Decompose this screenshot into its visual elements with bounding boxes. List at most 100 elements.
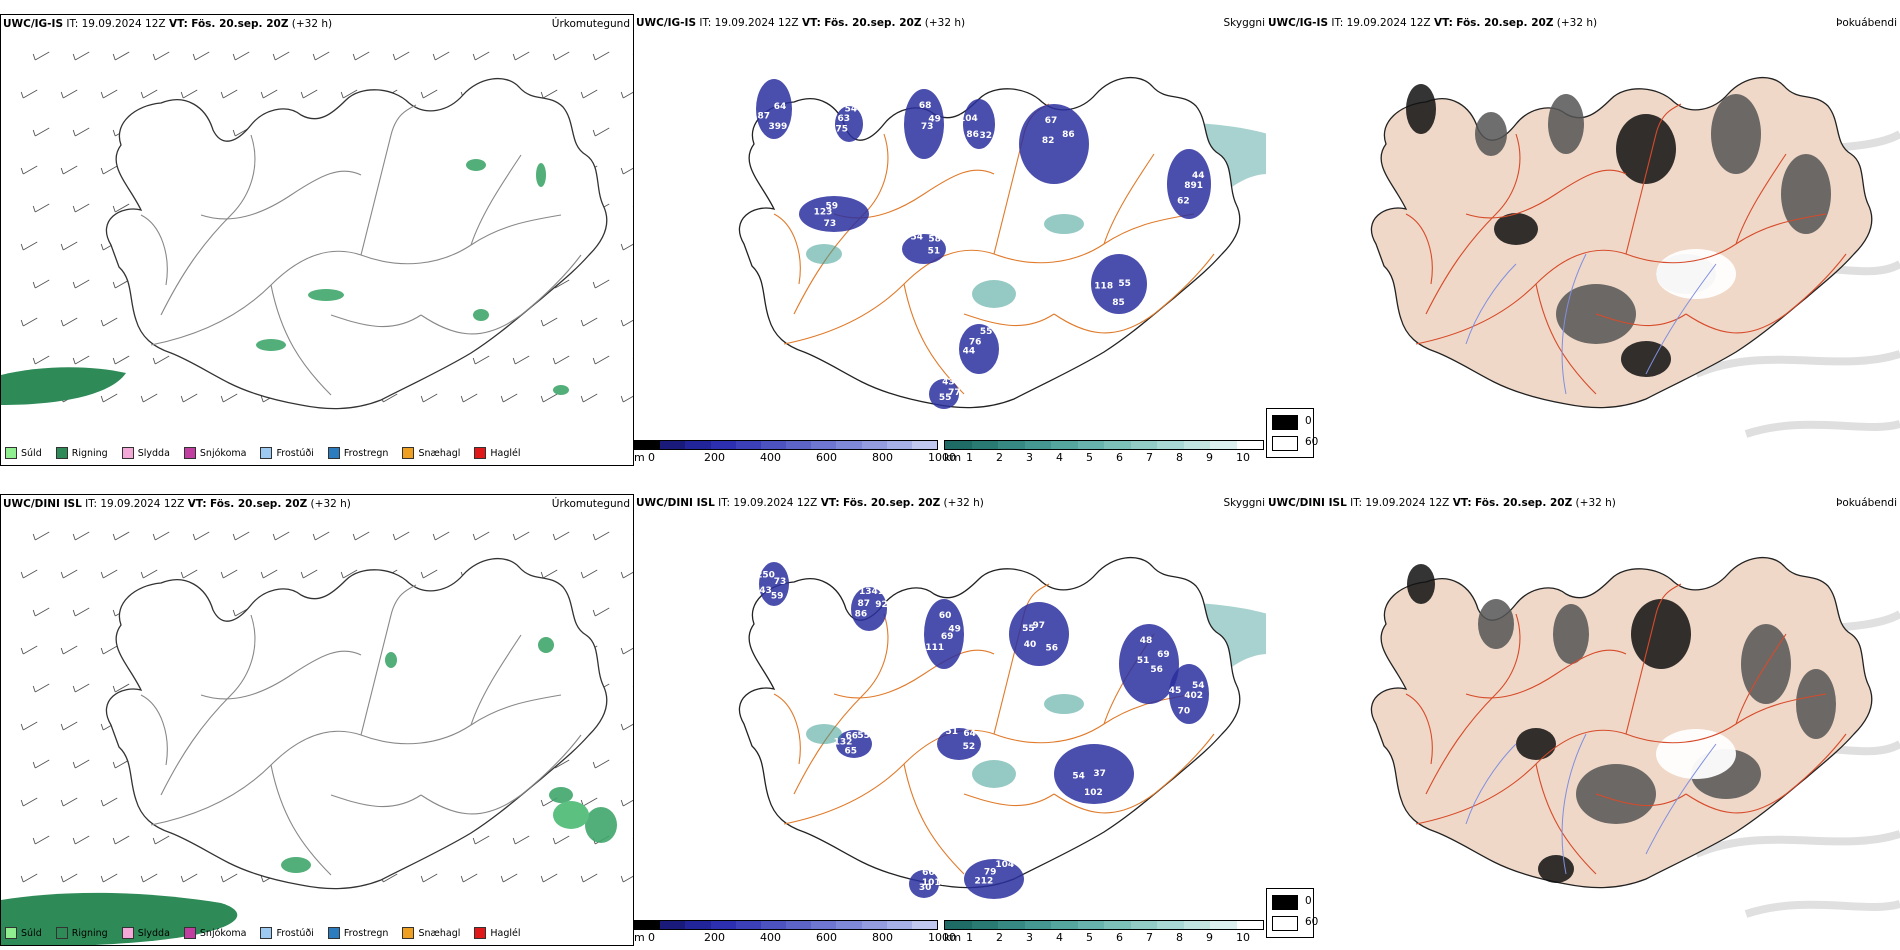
panel-variable-name: Úrkomutegund [551,498,630,510]
wind-barb [312,531,330,541]
wind-barb [60,873,78,883]
wind-barb [580,569,598,579]
wind-barb [32,759,50,769]
wind-barb [300,569,318,579]
wind-barb [592,759,610,769]
wind-barb [32,355,50,365]
cloud-base-tick: 400 [760,931,781,944]
wind-barb [32,607,50,617]
cloud-base-label: 69 [1157,650,1170,660]
precip-legend-swatch [474,447,487,459]
fog-panel-row2: UWC/DINI ISL IT: 19.09.2024 12Z VT: Fös.… [1266,494,1900,946]
wind-barb [220,393,238,403]
river [1561,733,1587,875]
precip-legend-label: Snjókoma [199,927,247,939]
precip-legend-item: Snjókoma [183,447,246,459]
cloud-base-label: 44 [1192,171,1205,181]
wind-barb [580,873,598,883]
fog-wisp [1744,900,1900,918]
rain-area [585,807,617,843]
colorbar-segment [1157,441,1184,449]
precip-legend-swatch [327,447,340,459]
cloud-base-label: 55 [1022,624,1035,634]
fog-legend: 0 60 [1266,408,1318,458]
cloud-base-label: 86 [966,130,979,140]
precip-legend-swatch [474,927,487,939]
cloud-base-label: 250 [756,571,775,581]
cloud-base-tick: 0 [648,931,655,944]
wind-barb [260,89,278,99]
cloud-base-label: 55 [980,327,993,337]
wind-barb [100,317,118,327]
precip-legend-swatch [183,927,196,939]
fog-index-area [1406,84,1436,134]
fog-legend-low-swatch [1272,415,1298,430]
precip-legend-label: Frostregn [343,927,389,939]
colorbar-segment [971,441,998,449]
river [1465,263,1517,345]
colorbar-segment [710,921,736,929]
wind-barb [20,317,38,327]
wind-barb [32,683,50,693]
cloud-base-colorbar [634,920,938,930]
precip-legend-swatch [121,447,134,459]
wind-barb [620,799,633,807]
cloud-base-label: 73 [824,219,837,229]
wind-barb [500,393,518,403]
visibility-tick: 2 [996,931,1003,944]
cloud-base-tick: 1000 [928,451,956,464]
precip-map-row1 [1,51,633,410]
wind-barb [60,89,78,99]
visibility-colorbar [944,920,1264,930]
precip-map-row2 [1,531,633,945]
cloud-base-label: 52 [963,742,976,752]
panel-variable-name: Þokuábendi [1836,497,1897,509]
wind-barb [20,165,38,175]
low-cloud-area [1009,602,1069,666]
colorbar-segment [1130,921,1157,929]
wind-barb [112,531,130,541]
cloud-base-label: 77 [948,388,961,398]
cloud-base-label: 62 [1177,197,1190,207]
wind-barb [72,51,90,61]
colorbar-segment [1236,921,1263,929]
precip-legend-item: Rigning [55,927,108,939]
fog-legend-high-swatch [1272,436,1298,451]
wind-barb [152,51,170,61]
wind-barb [220,89,238,99]
colorbar-segment [1051,441,1078,449]
wind-barb [540,569,558,579]
colorbar-segment [1130,441,1157,449]
wind-barb [620,167,633,175]
wind-barb [112,279,130,289]
wind-barb [180,89,198,99]
rain-area [385,652,397,668]
iceland-outline [105,77,608,410]
road-network [773,583,1215,875]
wind-barb [60,797,78,807]
colorbar-segment [635,441,661,449]
precip-legend-item: Frostregn [327,927,389,939]
panel-variable-name: Úrkomutegund [551,18,630,30]
cloud-base-label: 70 [1178,707,1191,717]
precip-legend-item: Frostúði [260,927,314,939]
colorbar-segment [1183,441,1210,449]
precip-legend-label: Rigning [71,447,108,459]
wind-barb [552,835,570,845]
wind-barb [552,531,570,541]
precip-legend-label: Rigning [71,927,108,939]
visibility-tick: 3 [1026,931,1033,944]
colorbar-segment [998,921,1025,929]
wind-barb [60,569,78,579]
high-fog-index-area [1656,729,1736,779]
wind-barb [512,51,530,61]
cloud-base-label: 63 [838,114,851,124]
visibility-patch [972,280,1016,308]
wind-barb [152,355,170,365]
wind-barb [592,127,610,137]
panel-title: UWC/IG-IS IT: 19.09.2024 12Z VT: Fös. 20… [1268,17,1598,29]
cloud-base-label: 212 [975,876,994,886]
colorbar-segment [735,921,761,929]
precip-legend-item: Slydda [121,927,170,939]
